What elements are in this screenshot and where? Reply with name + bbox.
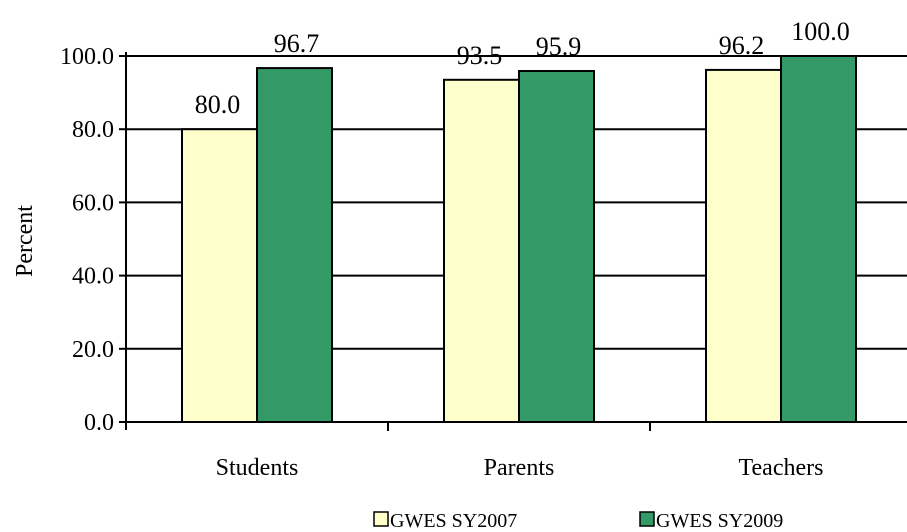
legend: GWES SY2007 GWES SY2009 — [373, 510, 783, 532]
legend-label: GWES SY2007 — [390, 510, 517, 532]
legend-swatch — [639, 511, 655, 527]
bar-parents-series-1 — [443, 78, 520, 423]
data-label: 96.7 — [274, 29, 320, 58]
y-tick-label: 20.0 — [72, 337, 114, 363]
y-tick-label: 80.0 — [72, 117, 114, 143]
data-label: 100.0 — [791, 17, 850, 46]
data-label: 95.9 — [536, 32, 582, 61]
data-label: 80.0 — [195, 90, 241, 119]
x-tick-label: Teachers — [739, 455, 824, 481]
bar-students-series-2 — [256, 67, 333, 423]
bar-teachers-series-1 — [705, 68, 782, 424]
x-tick-label: Parents — [484, 455, 555, 481]
bar-parents-series-2 — [518, 70, 595, 423]
bar-students-series-1 — [181, 128, 258, 423]
data-label: 93.5 — [457, 41, 503, 70]
y-axis-title: Percent — [12, 205, 38, 277]
y-tick-label: 0.0 — [84, 410, 114, 436]
legend-swatch — [373, 511, 389, 527]
y-tick-label: 100.0 — [60, 44, 114, 70]
legend-label: GWES SY2009 — [656, 510, 783, 532]
x-tick-label: Students — [216, 455, 299, 481]
y-tick-label: 60.0 — [72, 190, 114, 216]
y-tick-label: 40.0 — [72, 264, 114, 290]
bars — [181, 55, 857, 424]
axes: 0.0 20.0 40.0 60.0 80.0 100.0 Students Parents T… — [60, 44, 907, 481]
data-labels: 80.0 96.7 93.5 95.9 96.2 100.0 — [195, 17, 850, 119]
bar-teachers-series-2 — [780, 55, 857, 423]
data-label: 96.2 — [719, 31, 765, 60]
